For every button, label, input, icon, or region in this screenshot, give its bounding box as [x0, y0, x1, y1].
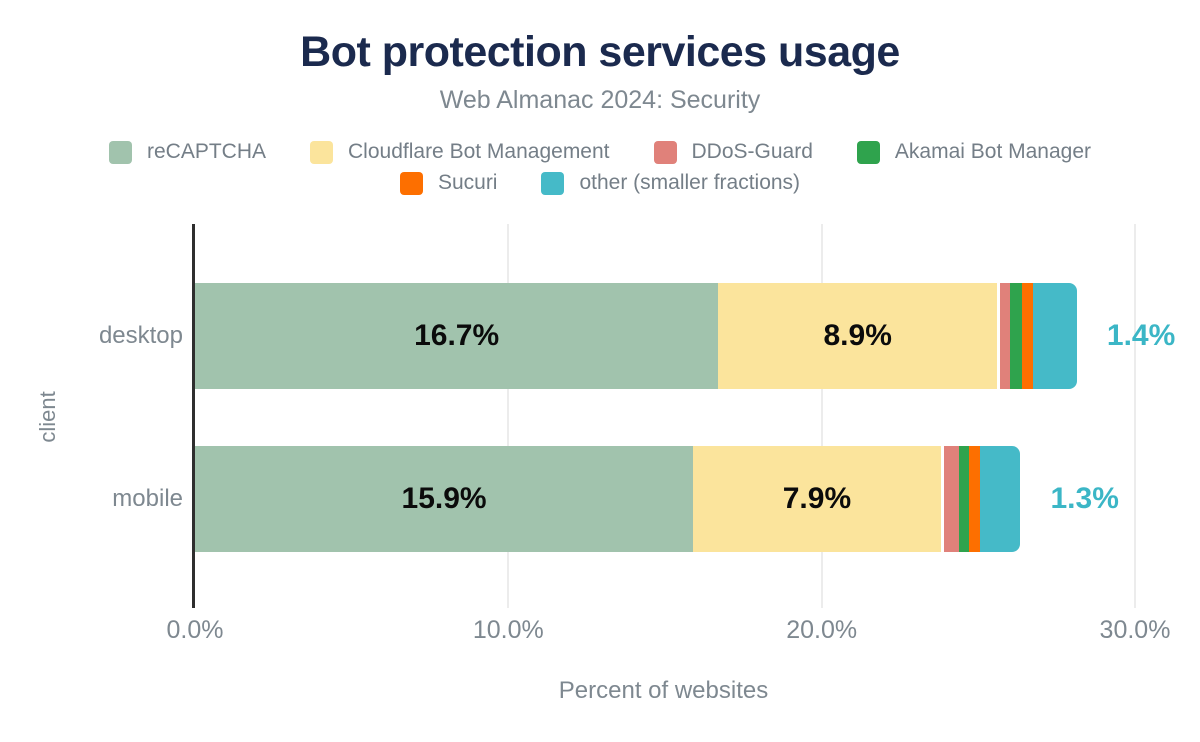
legend-swatch-icon	[653, 140, 677, 164]
legend-item-cloudflare-bot-management[interactable]: Cloudflare Bot Management	[310, 140, 610, 164]
legend: reCAPTCHA Cloudflare Bot Management DDoS-G…	[0, 140, 1200, 195]
gridline-30	[1134, 224, 1136, 608]
bar-segment-mobile-cloudflare-bot-management[interactable]: 7.9%	[693, 446, 941, 552]
x-tick-label-0: 0.0%	[166, 616, 224, 644]
legend-item-label: Sucuri	[437, 171, 498, 194]
outside-value-label-desktop: 1.4%	[1106, 319, 1176, 352]
bar-segment-mobile-sucuri[interactable]	[968, 446, 980, 552]
bar-segment-mobile-akamai-bot-manager[interactable]	[959, 446, 969, 552]
bar-row-mobile: 15.9% 7.9% 1.3%	[195, 446, 1119, 552]
legend-item-sucuri[interactable]: Sucuri	[399, 171, 498, 195]
bar-segment-desktop-ddos-guard[interactable]	[1000, 283, 1010, 389]
x-tick-label-10: 10.0%	[472, 616, 544, 644]
x-tick-label-20: 20.0%	[786, 616, 858, 644]
bar-row-desktop: 16.7% 8.9% 1.4%	[195, 283, 1175, 389]
bar-segment-desktop-sucuri[interactable]	[1022, 283, 1033, 389]
category-label-desktop: desktop	[98, 322, 183, 349]
bar-segment-desktop-other-smaller-fractions-[interactable]	[1033, 283, 1077, 389]
plot-area: 16.7% 8.9% 1.4% 15.9% 7.9% 1.3%	[192, 224, 1175, 608]
legend-row-1: reCAPTCHA Cloudflare Bot Management DDoS-G…	[0, 140, 1200, 164]
legend-item-akamai-bot-manager[interactable]: Akamai Bot Manager	[856, 140, 1092, 164]
x-tick-label-30: 30.0%	[1099, 616, 1171, 644]
legend-swatch-icon	[399, 171, 423, 195]
bar-segment-desktop-akamai-bot-manager[interactable]	[1009, 283, 1023, 389]
legend-swatch-icon	[310, 140, 334, 164]
bar-segment-mobile-ddos-guard[interactable]	[943, 446, 960, 552]
bar-segment-mobile-other-smaller-fractions-[interactable]	[979, 446, 1021, 552]
gridline-10	[507, 224, 510, 608]
legend-row-2: Sucuri other (smaller fractions)	[0, 171, 1200, 195]
gridline-20	[820, 224, 823, 608]
outside-value-label-mobile: 1.3%	[1050, 482, 1119, 515]
legend-swatch-icon	[108, 140, 132, 164]
bar-value-label: 15.9%	[401, 482, 487, 515]
legend-item-label: Akamai Bot Manager	[894, 140, 1092, 163]
bar-segment-mobile-recaptcha[interactable]: 15.9%	[195, 446, 694, 552]
chart-subtitle: Web Almanac 2024: Security	[439, 86, 761, 114]
bar-segment-desktop-cloudflare-bot-management[interactable]: 8.9%	[718, 283, 998, 389]
legend-item-label: reCAPTCHA	[146, 140, 267, 163]
bar-segment-desktop-recaptcha[interactable]: 16.7%	[195, 283, 719, 389]
y-axis-title: client	[35, 391, 60, 443]
bar-value-label: 7.9%	[782, 482, 852, 515]
chart-title: Bot protection services usage	[300, 28, 900, 76]
legend-item-other-smaller-fractions-[interactable]: other (smaller fractions)	[541, 171, 800, 195]
legend-item-label: DDoS-Guard	[691, 140, 813, 163]
bar-value-label: 8.9%	[823, 319, 892, 352]
legend-item-ddos-guard[interactable]: DDoS-Guard	[653, 140, 813, 164]
legend-item-label: other (smaller fractions)	[579, 171, 801, 194]
legend-item-recaptcha[interactable]: reCAPTCHA	[108, 140, 267, 164]
bar-value-label: 16.7%	[414, 319, 500, 352]
legend-swatch-icon	[541, 171, 565, 195]
legend-swatch-icon	[856, 140, 880, 164]
category-label-mobile: mobile	[112, 485, 183, 512]
legend-item-label: Cloudflare Bot Management	[348, 140, 610, 163]
x-axis-title: Percent of websites	[558, 677, 769, 704]
